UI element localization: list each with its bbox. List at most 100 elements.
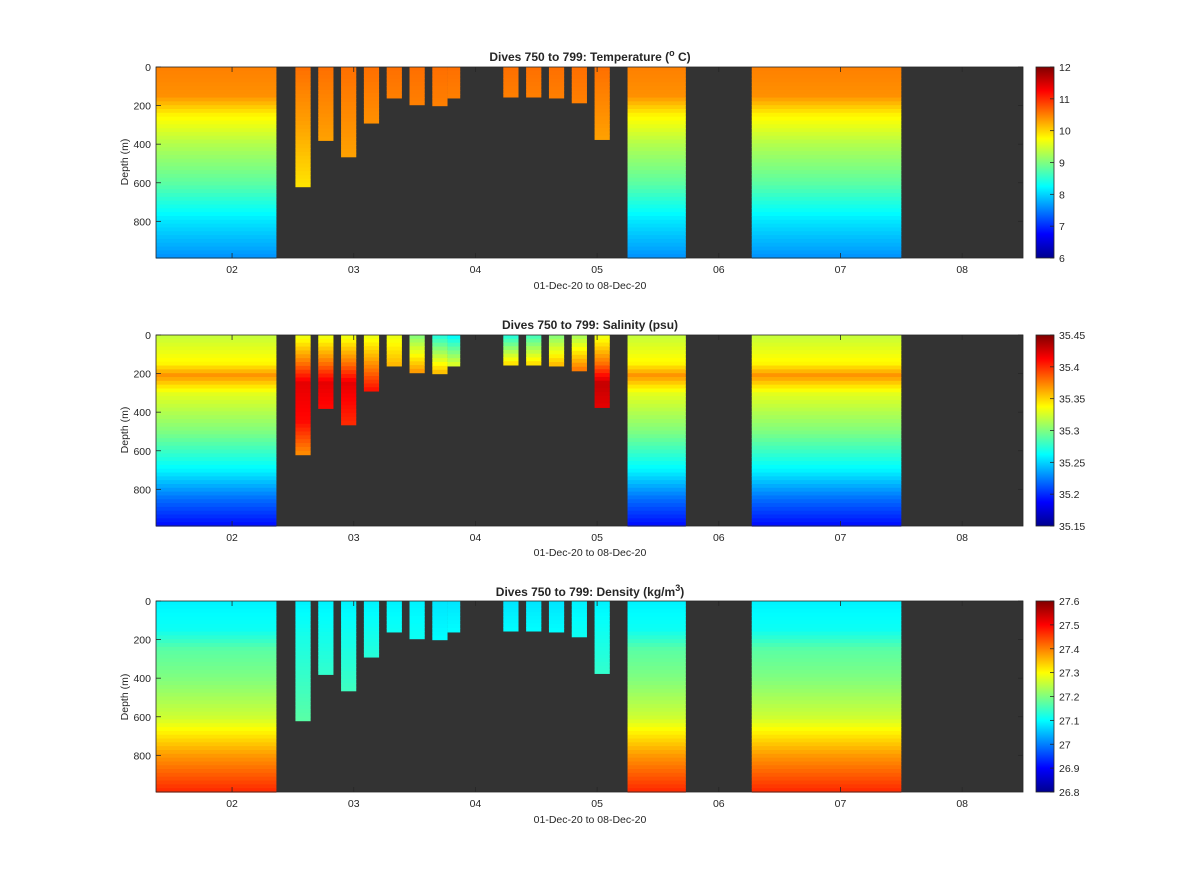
data-cell: [594, 376, 610, 382]
profile-column: [386, 601, 402, 633]
data-cell: [627, 727, 686, 732]
data-cell: [409, 97, 425, 102]
y-tick-label: 200: [133, 101, 151, 113]
data-cell: [627, 476, 686, 481]
data-cell: [156, 608, 277, 614]
data-cell: [627, 445, 686, 451]
data-cell: [156, 392, 277, 397]
data-cell: [341, 90, 357, 95]
data-cell: [751, 411, 902, 416]
data-cell: [363, 638, 380, 643]
data-cell: [751, 177, 902, 183]
data-cell: [156, 411, 277, 416]
data-cell: [526, 604, 542, 610]
data-cell: [503, 619, 519, 625]
data-cell: [526, 615, 542, 621]
x-tick-label: 03: [348, 264, 360, 276]
data-cell: [341, 117, 357, 123]
profile-column: [594, 601, 610, 674]
data-cell: [386, 350, 402, 355]
data-cell: [751, 734, 902, 740]
data-cell: [751, 727, 902, 732]
profile-column: [156, 335, 277, 527]
data-cell: [295, 643, 311, 648]
data-cell: [156, 738, 277, 743]
data-cell: [627, 338, 686, 344]
data-cell: [156, 616, 277, 621]
data-cell: [409, 604, 425, 610]
data-cell: [447, 74, 461, 80]
data-cell: [751, 650, 902, 656]
data-cell: [627, 491, 686, 497]
data-cell: [386, 346, 402, 352]
data-cell: [295, 705, 311, 710]
data-cell: [751, 761, 902, 766]
data-cell: [318, 101, 334, 107]
data-cell: [363, 383, 380, 388]
data-cell: [751, 487, 902, 493]
data-cell: [526, 89, 542, 94]
data-cell: [156, 407, 277, 412]
data-cell: [627, 499, 686, 504]
data-cell: [156, 719, 277, 724]
data-cell: [295, 342, 311, 348]
data-cell: [156, 749, 277, 755]
data-cell: [751, 166, 902, 171]
data-cell: [156, 250, 277, 255]
data-cell: [751, 369, 902, 374]
data-cell: [751, 342, 902, 348]
data-cell: [627, 604, 686, 610]
data-cell: [432, 97, 448, 103]
data-cell: [751, 665, 902, 671]
data-cell: [156, 231, 277, 236]
data-cell: [627, 154, 686, 160]
data-cell: [295, 144, 311, 149]
data-cell: [409, 634, 425, 640]
data-cell: [295, 171, 311, 176]
data-cell: [156, 238, 277, 244]
data-cell: [409, 78, 425, 83]
data-cell: [386, 342, 402, 348]
data-cell: [386, 338, 402, 344]
data-cell: [594, 620, 610, 625]
data-cell: [627, 384, 686, 390]
data-cell: [318, 94, 334, 99]
data-cell: [156, 196, 277, 202]
data-cell: [318, 128, 334, 134]
data-cell: [156, 510, 277, 516]
data-cell: [156, 361, 277, 367]
data-cell: [751, 101, 902, 106]
profile-column: [751, 601, 902, 793]
profile-column: [594, 67, 610, 140]
data-cell: [751, 506, 902, 512]
data-cell: [156, 342, 277, 348]
data-cell: [409, 631, 425, 636]
data-cell: [318, 651, 334, 656]
data-cell: [503, 346, 519, 351]
y-tick-label: 800: [133, 484, 151, 496]
data-cell: [751, 227, 902, 232]
data-cell: [751, 510, 902, 516]
data-cell: [341, 152, 357, 158]
data-cell: [318, 90, 334, 95]
data-cell: [318, 342, 334, 348]
data-cell: [627, 208, 686, 213]
data-cell: [318, 121, 334, 126]
data-cell: [627, 380, 686, 386]
data-cell: [751, 231, 902, 236]
data-cell: [341, 393, 357, 399]
profile-column: [447, 601, 461, 633]
data-cell: [503, 627, 519, 632]
data-cell: [751, 139, 902, 144]
data-cell: [295, 419, 311, 425]
data-cell: [341, 346, 357, 352]
data-cell: [363, 89, 380, 94]
data-cell: [627, 139, 686, 144]
data-cell: [363, 627, 380, 632]
data-cell: [751, 116, 902, 122]
data-cell: [295, 693, 311, 699]
data-cell: [363, 357, 380, 362]
data-cell: [627, 86, 686, 91]
data-cell: [594, 124, 610, 129]
data-cell: [409, 342, 425, 347]
